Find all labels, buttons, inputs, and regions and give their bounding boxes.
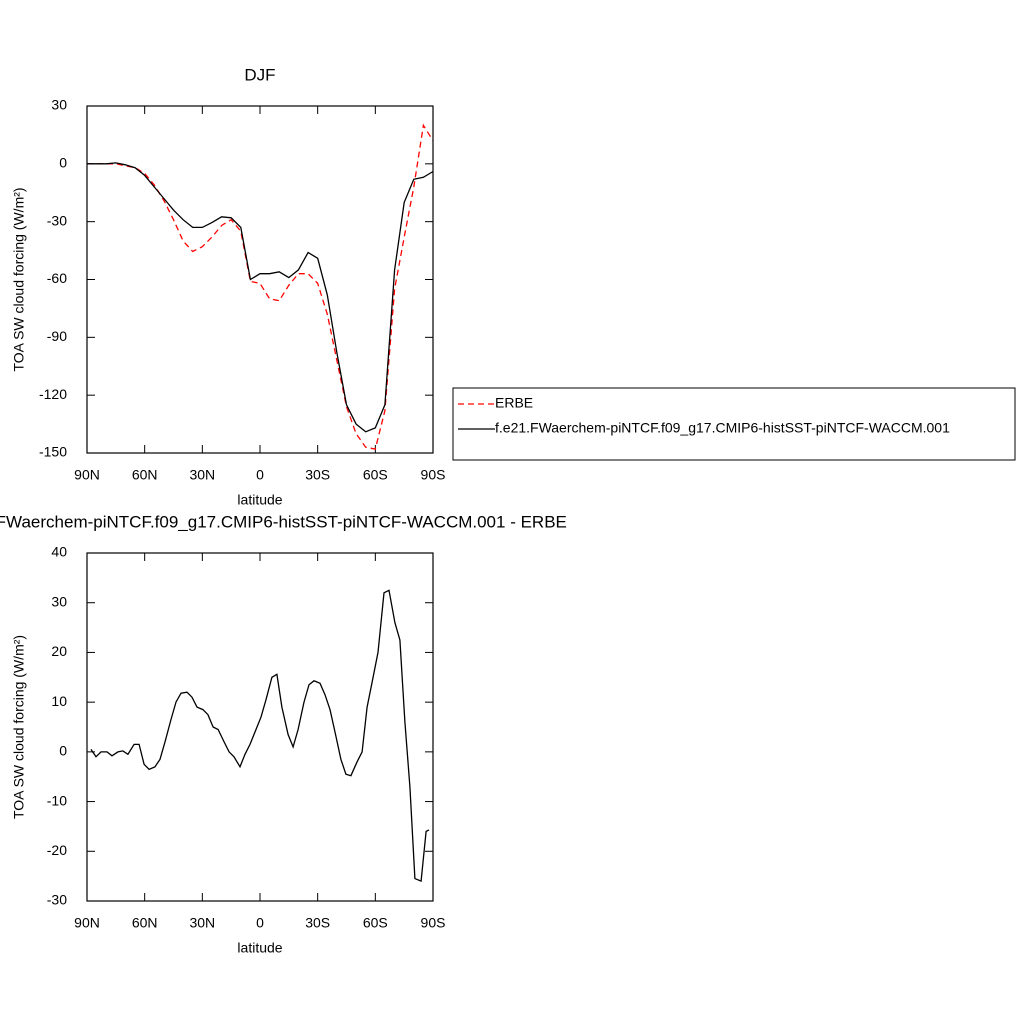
y-tick-label: -10 bbox=[47, 792, 67, 808]
x-tick-label: 30N bbox=[189, 915, 215, 931]
y-tick-label: 0 bbox=[59, 743, 67, 759]
x-axis-label: latitude bbox=[237, 940, 282, 956]
plot-frame bbox=[86, 552, 434, 902]
x-tick-label: 90N bbox=[74, 467, 100, 483]
y-tick-label: 30 bbox=[51, 593, 67, 609]
y-tick-label: -30 bbox=[47, 892, 67, 908]
x-tick-label: 60S bbox=[363, 915, 388, 931]
y-tick-label: -30 bbox=[47, 212, 67, 228]
x-tick-label: 60S bbox=[363, 467, 388, 483]
x-tick-label: 30N bbox=[189, 467, 215, 483]
legend-label: f.e21.FWaerchem-piNTCF.f09_g17.CMIP6-his… bbox=[495, 420, 950, 436]
legend-label: ERBE bbox=[495, 395, 533, 411]
y-tick-label: 0 bbox=[59, 155, 67, 171]
y-tick-label: 20 bbox=[51, 643, 67, 659]
x-tick-label: 60N bbox=[132, 467, 158, 483]
y-tick-label: -120 bbox=[39, 386, 67, 402]
x-tick-label: 0 bbox=[256, 915, 264, 931]
chart-title: f.e21.FWaerchem-piNTCF.f09_g17.CMIP6-his… bbox=[0, 512, 567, 531]
legend-box bbox=[452, 387, 1016, 461]
y-tick-label: -150 bbox=[39, 444, 67, 460]
plot-frame bbox=[86, 105, 434, 454]
x-tick-label: 0 bbox=[256, 467, 264, 483]
y-tick-label: 30 bbox=[51, 97, 67, 113]
line bbox=[87, 162, 434, 433]
y-tick-label: 10 bbox=[51, 693, 67, 709]
y-tick-label: -60 bbox=[47, 270, 67, 286]
x-tick-label: 60N bbox=[132, 915, 158, 931]
y-tick-label: -90 bbox=[47, 328, 67, 344]
y-axis-label: TOA SW cloud forcing (W/m²) bbox=[11, 187, 27, 371]
x-tick-label: 30S bbox=[305, 915, 330, 931]
x-tick-label: 90N bbox=[74, 915, 100, 931]
y-axis-label: TOA SW cloud forcing (W/m²) bbox=[11, 635, 27, 819]
x-tick-label: 30S bbox=[305, 467, 330, 483]
line bbox=[90, 589, 430, 883]
x-axis-label: latitude bbox=[237, 492, 282, 508]
x-tick-label: 90S bbox=[421, 915, 446, 931]
chart-title: DJF bbox=[244, 65, 275, 84]
y-tick-label: -20 bbox=[47, 842, 67, 858]
y-tick-label: 40 bbox=[51, 544, 67, 560]
line bbox=[87, 123, 434, 450]
x-tick-label: 90S bbox=[421, 467, 446, 483]
